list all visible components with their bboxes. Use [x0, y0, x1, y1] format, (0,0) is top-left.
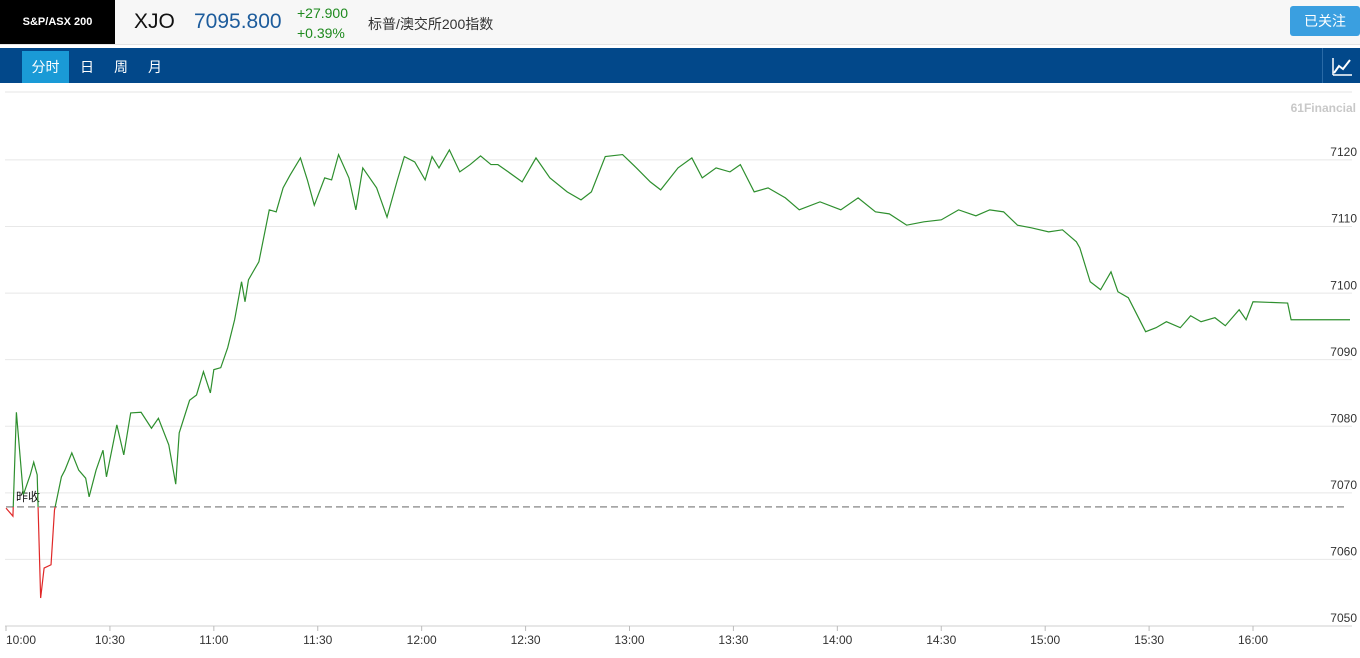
index-name: 标普/澳交所200指数 [368, 16, 494, 32]
top-bar: S&P/ASX 200 XJO 7095.800 +27.900 +0.39% … [0, 0, 1360, 45]
x-tick-label: 12:00 [407, 633, 437, 647]
x-tick-label: 10:30 [95, 633, 125, 647]
change-box: +27.900 +0.39% [297, 3, 348, 43]
tab[interactable]: 日 [80, 59, 94, 75]
x-tick-label: 12:30 [511, 633, 541, 647]
chart-type-button[interactable] [1322, 48, 1360, 83]
y-tick-label: 7060 [1330, 545, 1357, 559]
tab-bar: 分时 日 周 月 [0, 48, 1360, 83]
symbol: XJO [134, 10, 175, 33]
x-tick-label: 15:00 [1030, 633, 1060, 647]
price: 7095.800 [194, 10, 282, 33]
tab[interactable]: 月 [148, 59, 162, 75]
y-tick-label: 7070 [1330, 478, 1357, 492]
x-tick-label: 10:00 [6, 633, 36, 647]
y-tick-label: 7090 [1330, 345, 1357, 359]
x-tick-label: 16:00 [1238, 633, 1268, 647]
y-tick-label: 7120 [1330, 145, 1357, 159]
x-tick-label: 14:30 [926, 633, 956, 647]
x-tick-label: 15:30 [1134, 633, 1164, 647]
follow-button[interactable]: 已关注 [1290, 6, 1360, 36]
x-tick-label: 13:00 [614, 633, 644, 647]
change: +27.900 [297, 5, 348, 21]
index-badge: S&P/ASX 200 [0, 0, 115, 44]
y-tick-label: 7100 [1330, 278, 1357, 292]
price-line [5, 148, 1350, 599]
x-tick-label: 13:30 [718, 633, 748, 647]
chart: 61Financial 7050 7060 7070 7080 7090 7100 7110 7… [5, 91, 1357, 647]
watermark: 61Financial [1291, 101, 1356, 115]
x-tick-label: 11:30 [303, 633, 332, 647]
chart-icon [1332, 58, 1352, 76]
y-tick-label: 7050 [1330, 611, 1357, 625]
tab[interactable]: 分时 [22, 51, 69, 83]
x-tick-label: 11:00 [199, 633, 228, 647]
x-tick-label: 14:00 [822, 633, 852, 647]
change-pct: +0.39% [297, 25, 345, 41]
y-tick-label: 7110 [1331, 212, 1357, 226]
tab[interactable]: 周 [114, 59, 128, 75]
y-tick-label: 7080 [1330, 411, 1357, 425]
reference-label: 昨收 [16, 490, 40, 504]
